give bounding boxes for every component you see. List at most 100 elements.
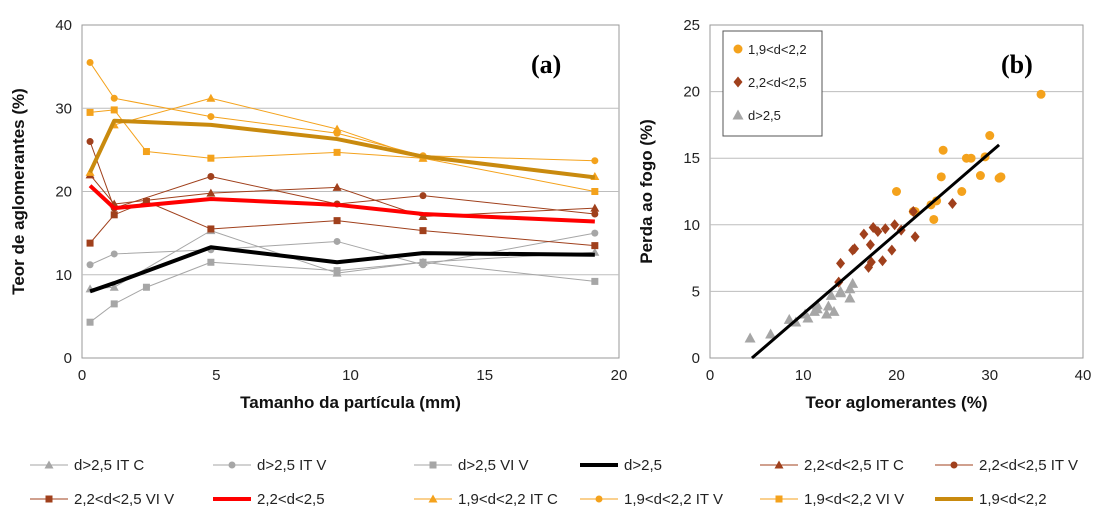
data-point [957, 187, 967, 196]
series-line [89, 141, 595, 215]
data-point [333, 148, 341, 156]
data-point [207, 113, 215, 121]
y-tick-label: 10 [683, 217, 700, 234]
y-tick-label: 15 [683, 150, 700, 167]
legend-b: 1,9<d<2,2 2,2<d<2,5 d>2,5 [722, 30, 823, 137]
series-line [90, 230, 595, 290]
legend-marker [45, 495, 53, 503]
legend-marker [228, 461, 236, 469]
legend-swatch [760, 495, 798, 503]
legend-label: 1,9<d<2,2 IT C [458, 490, 558, 508]
data-point [994, 173, 1004, 183]
data-point [844, 283, 856, 294]
data-point [206, 93, 216, 102]
data-point [966, 153, 976, 163]
data-point [835, 285, 847, 296]
data-point [207, 154, 215, 162]
x-tick-label: 0 [78, 367, 86, 384]
legend-item: 1,9<d<2,2 IT C [414, 486, 558, 512]
data-point [86, 138, 94, 146]
series-a-2 [86, 258, 599, 326]
data-point [110, 211, 118, 219]
data-point [142, 283, 150, 291]
data-point [783, 313, 795, 324]
series-b-2 [744, 277, 859, 343]
legend-item: d>2,5 IT C [30, 452, 144, 478]
panel-a: 0 10 20 30 40 0 5 10 15 20 Tamanho da partícula (m… [9, 17, 627, 412]
chart-svg: 0 10 20 30 40 0 5 10 15 20 Tamanho da partícula (m… [9, 17, 1091, 412]
data-point [811, 303, 823, 314]
legend-marker [428, 494, 438, 503]
data-point [744, 332, 756, 343]
x-axis-title: Tamanho da partícula (mm) [240, 393, 461, 412]
legend-swatch [760, 460, 798, 469]
series-a-1 [86, 229, 599, 269]
data-point [86, 239, 94, 247]
data-point [847, 277, 859, 288]
legend-item: 2,2<d<2,5 VI V [30, 486, 174, 512]
data-point [86, 108, 94, 116]
legend-label: 1,9<d<2,2 [979, 490, 1047, 508]
legend-item: d>2,5 IT V [213, 452, 326, 478]
data-point [419, 227, 427, 235]
legend-item: 2,2<d<2,5 IT V [935, 452, 1078, 478]
series-line [88, 184, 595, 224]
data-point [848, 244, 858, 256]
data-point [859, 228, 869, 240]
legend-label: 1,9<d<2,2 IT V [624, 490, 723, 508]
legend-label: d>2,5 [748, 108, 781, 123]
panel-label-a: (a) [531, 50, 561, 79]
data-point [822, 300, 834, 311]
data-point [591, 242, 599, 250]
legend-swatch [30, 495, 68, 503]
y-axis-title: Perda ao fogo (%) [637, 119, 656, 264]
legend-label: d>2,5 [624, 456, 662, 474]
data-point [825, 289, 837, 300]
data-point [878, 255, 888, 267]
series-line [89, 232, 595, 266]
data-point [802, 312, 814, 323]
data-point [86, 261, 94, 269]
x-tick-label: 10 [342, 367, 359, 384]
y-tick-label: 0 [64, 350, 72, 367]
data-point [908, 205, 918, 217]
data-point [868, 221, 878, 233]
legend-swatch [935, 497, 973, 501]
data-point [938, 145, 948, 155]
data-point [333, 237, 341, 245]
y-tick-label: 20 [683, 84, 700, 101]
data-point [332, 182, 342, 191]
legend-label: 2,2<d<2,5 IT C [804, 456, 904, 474]
data-point [890, 219, 900, 231]
data-point [936, 172, 946, 182]
legend-label: d>2,5 IT V [257, 456, 327, 474]
data-point [910, 231, 920, 243]
data-point [836, 257, 846, 269]
data-point [887, 244, 897, 256]
data-point [419, 258, 427, 266]
series-a-0 [85, 226, 600, 293]
legend-label: 2,2<d<2,5 [257, 490, 325, 508]
series-line [89, 245, 595, 294]
data-point [892, 187, 901, 196]
data-point [207, 258, 215, 266]
y-axis-title: Teor de aglomerantes (%) [9, 88, 28, 295]
series-a-11 [88, 118, 596, 180]
data-point [1036, 89, 1046, 99]
data-point [880, 223, 890, 235]
legend-label: d>2,5 IT C [74, 456, 145, 474]
plot-area [709, 24, 1084, 359]
legend-marker [732, 109, 744, 120]
legend-item: d>2,5 [580, 452, 662, 478]
legend-swatch [213, 461, 251, 469]
legend-label: 1,9<d<2,2 VI V [804, 490, 905, 508]
legend-item: 2,2<d<2,5 IT C [760, 452, 904, 478]
legend-swatch [213, 497, 251, 501]
legend-marker [595, 495, 603, 503]
data-point [865, 239, 875, 251]
legend-swatch [414, 461, 452, 469]
data-point [828, 305, 840, 316]
series-a-10 [86, 106, 599, 195]
series-b-0 [892, 89, 1046, 224]
data-point [821, 308, 833, 319]
